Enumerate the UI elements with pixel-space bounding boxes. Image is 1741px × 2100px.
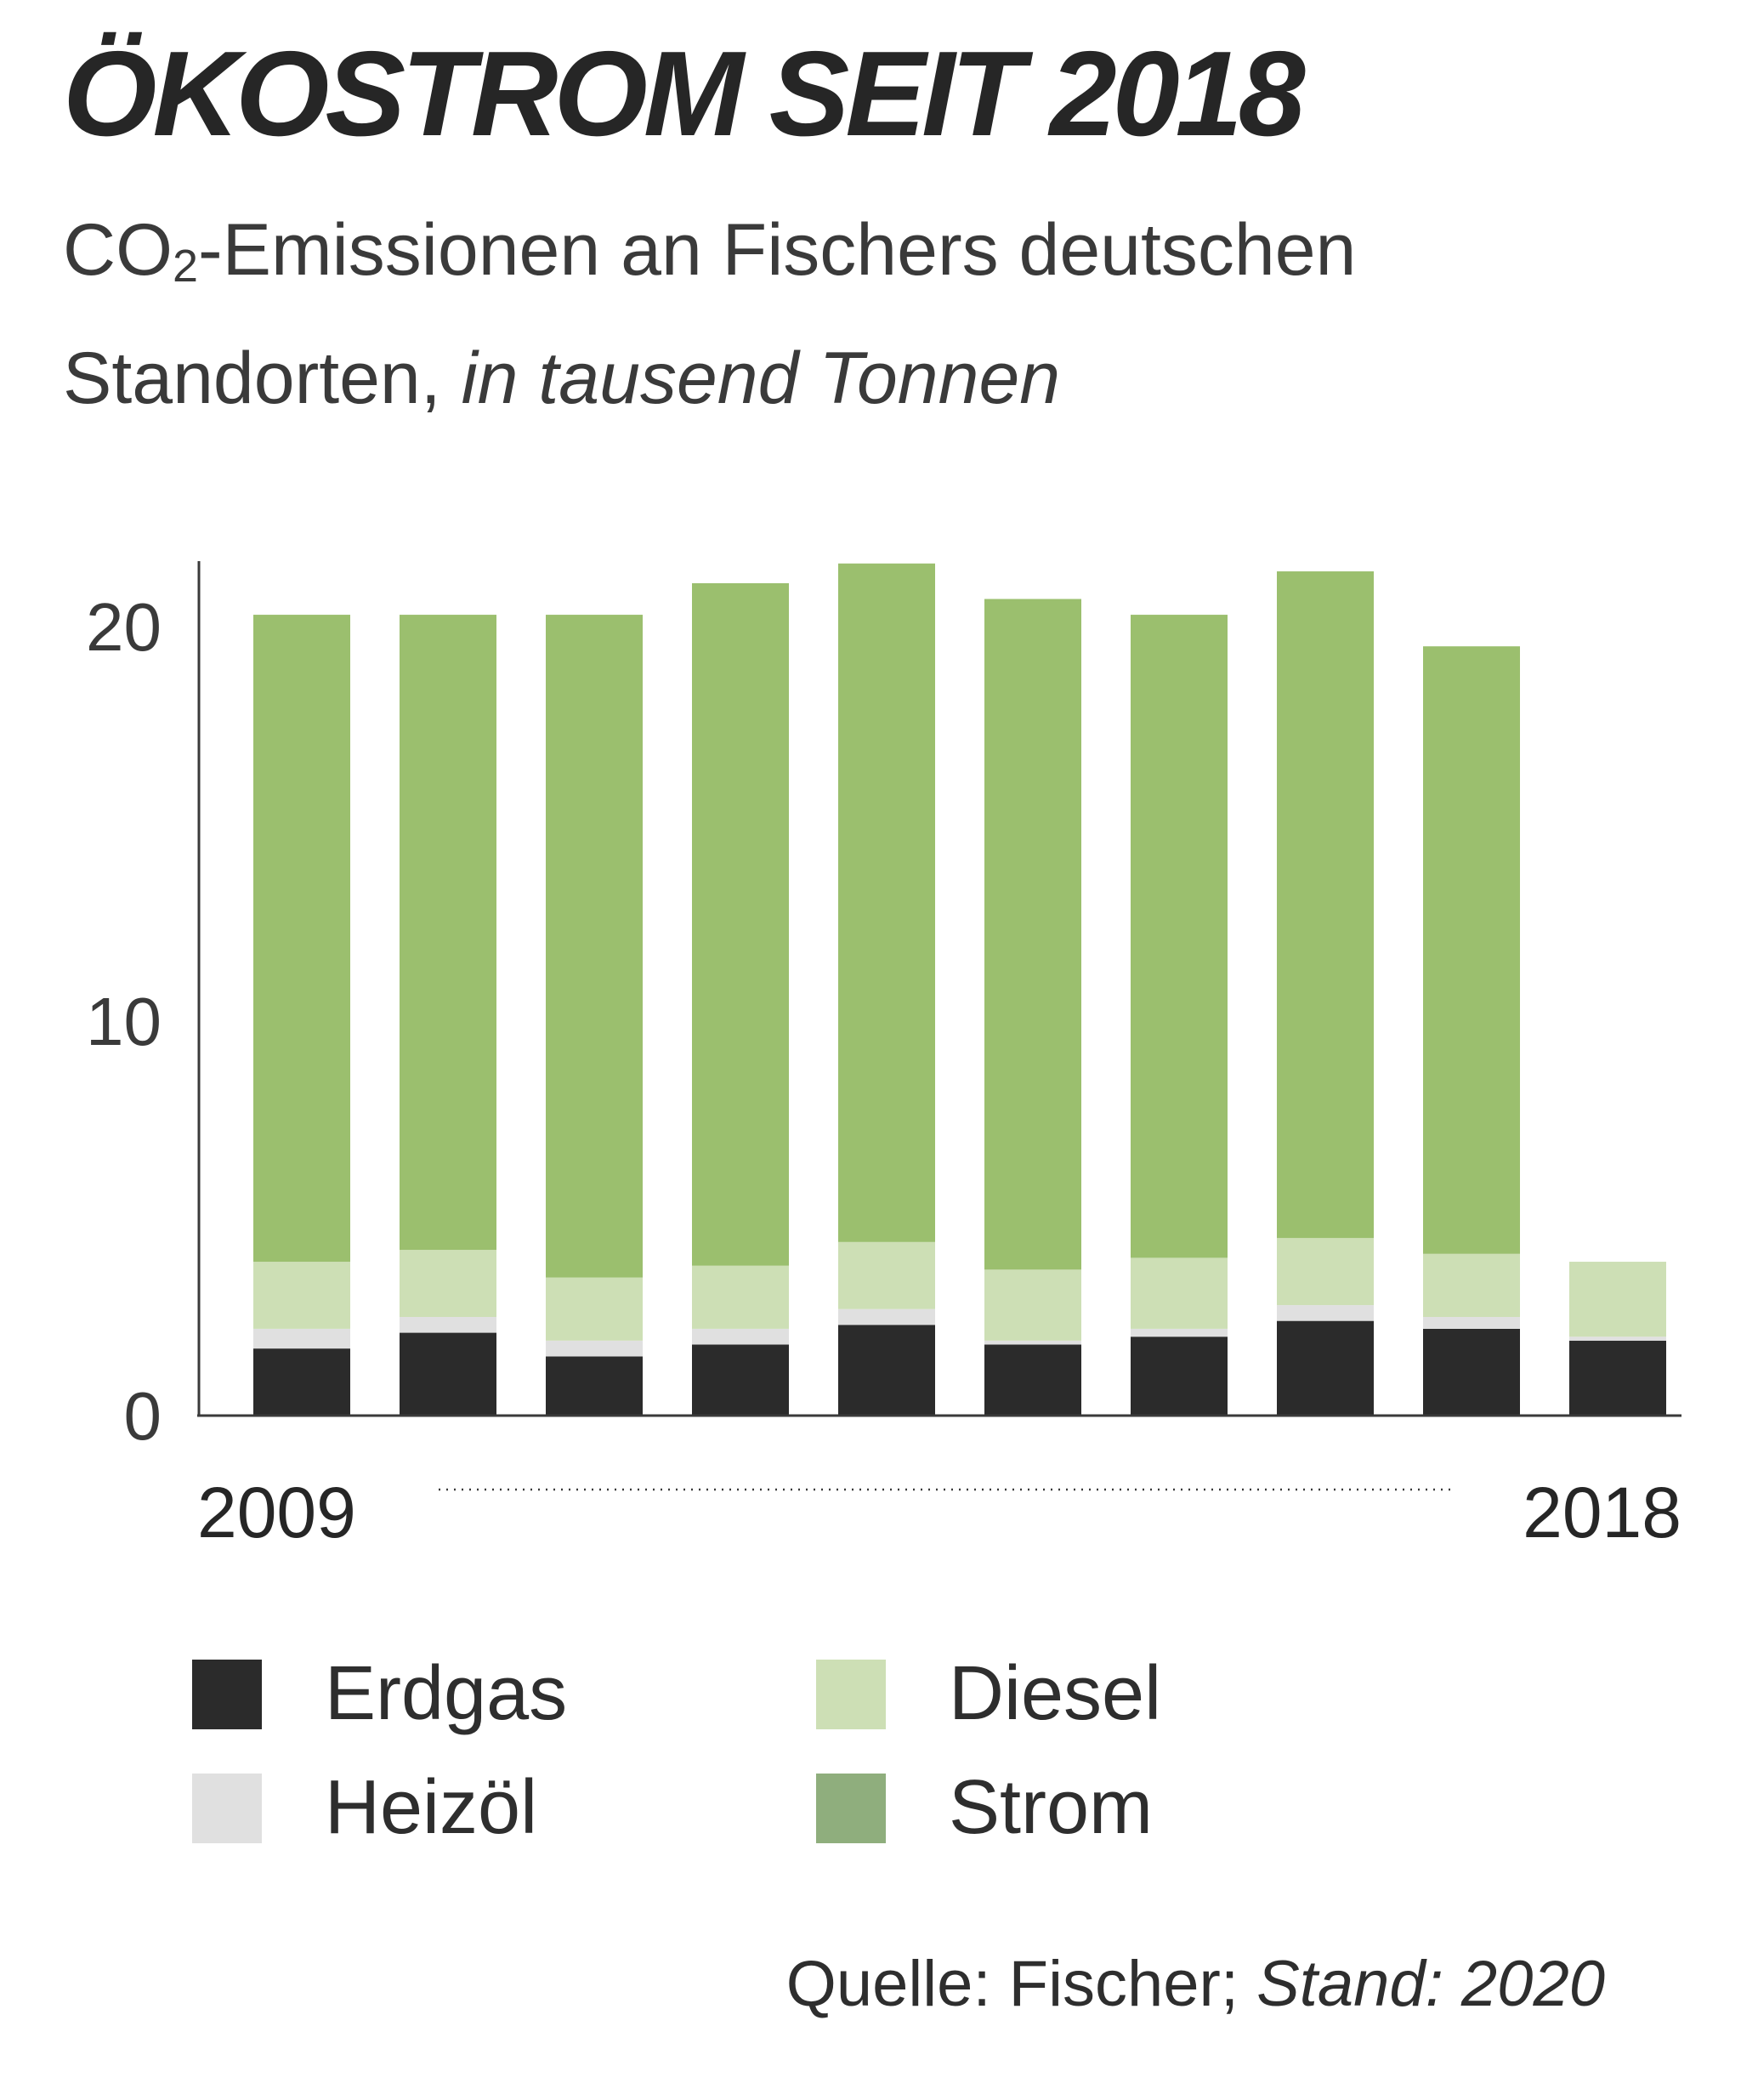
legend-swatch-heizoel — [192, 1774, 262, 1843]
bar-erdgas-2016 — [1277, 1320, 1374, 1416]
bar-erdgas-2011 — [546, 1356, 643, 1416]
bar-strom-2009 — [253, 615, 350, 1263]
bar-strom-2013 — [838, 563, 935, 1242]
bar-heizoel-2018 — [1569, 1337, 1666, 1341]
bar-strom-2016 — [1277, 571, 1374, 1239]
bar-heizoel-2013 — [838, 1308, 935, 1325]
y-axis-ticks: 0 10 20 — [86, 589, 162, 1454]
bar-strom-2012 — [692, 582, 789, 1266]
legend: Erdgas Diesel Heizöl Strom — [192, 1651, 1382, 1906]
bar-erdgas-2009 — [253, 1348, 350, 1416]
bar-diesel-2014 — [984, 1269, 1081, 1341]
bar-heizoel-2011 — [546, 1340, 643, 1357]
bar-heizoel-2012 — [692, 1328, 789, 1345]
bar-diesel-2016 — [1277, 1238, 1374, 1306]
legend-label-erdgas: Erdgas — [325, 1651, 568, 1736]
chart-title: ÖKOSTROM SEIT 2018 — [63, 26, 1306, 162]
bar-strom-2015 — [1131, 615, 1228, 1258]
y-tick-label-10: 10 — [86, 984, 162, 1059]
bar-heizoel-2015 — [1131, 1328, 1228, 1337]
bar-diesel-2011 — [546, 1277, 643, 1341]
bar-erdgas-2014 — [984, 1344, 1081, 1416]
legend-label-diesel: Diesel — [949, 1651, 1162, 1736]
bar-erdgas-2018 — [1569, 1340, 1666, 1416]
legend-swatch-strom — [816, 1774, 886, 1843]
bar-diesel-2012 — [692, 1265, 789, 1329]
legend-label-heizoel: Heizöl — [325, 1765, 538, 1850]
y-tick-label-20: 20 — [86, 589, 162, 665]
subtitle-subscript: 2 — [173, 241, 199, 292]
legend-swatch-diesel — [816, 1660, 886, 1729]
bar-heizoel-2017 — [1423, 1317, 1520, 1329]
bar-heizoel-2016 — [1277, 1305, 1374, 1321]
source-note: Quelle: Fischer; Stand: 2020 — [786, 1947, 1605, 2021]
bar-diesel-2018 — [1569, 1262, 1666, 1337]
bar-heizoel-2014 — [984, 1340, 1081, 1345]
legend-label-strom: Strom — [949, 1765, 1154, 1850]
bar-diesel-2017 — [1423, 1253, 1520, 1317]
bar-diesel-2013 — [838, 1241, 935, 1309]
x-tick-label-first: 2009 — [197, 1473, 356, 1552]
chart-subtitle: CO2-Emissionen an Fischers deutschen Sta… — [63, 194, 1678, 434]
bar-strom-2011 — [546, 615, 643, 1278]
bar-erdgas-2012 — [692, 1344, 789, 1416]
source-date: Stand: 2020 — [1256, 1948, 1605, 2020]
bar-diesel-2009 — [253, 1262, 350, 1329]
bar-diesel-2010 — [400, 1250, 496, 1317]
bar-strom-2017 — [1423, 646, 1520, 1254]
bar-erdgas-2013 — [838, 1325, 935, 1416]
bar-heizoel-2010 — [400, 1317, 496, 1333]
subtitle-co: CO — [63, 209, 173, 291]
bar-strom-2010 — [400, 615, 496, 1251]
bar-heizoel-2009 — [253, 1328, 350, 1349]
source-label: Quelle: Fischer; — [785, 1948, 1257, 2020]
x-tick-label-last: 2018 — [1523, 1473, 1681, 1552]
y-tick-label-0: 0 — [124, 1378, 162, 1454]
bar-strom-2014 — [984, 599, 1081, 1270]
bar-erdgas-2015 — [1131, 1337, 1228, 1416]
subtitle-unit: in tausend Tonnen — [461, 338, 1061, 419]
bar-erdgas-2010 — [400, 1332, 496, 1416]
bar-erdgas-2017 — [1423, 1328, 1520, 1416]
bar-diesel-2015 — [1131, 1257, 1228, 1329]
legend-swatch-erdgas — [192, 1660, 262, 1729]
subtitle-text: -Emissionen an Fischers deutschen Stando… — [63, 209, 1357, 419]
stacked-bar-chart: 0 10 20 2009 2018 — [86, 561, 1681, 1552]
bar-group — [253, 563, 1666, 1416]
